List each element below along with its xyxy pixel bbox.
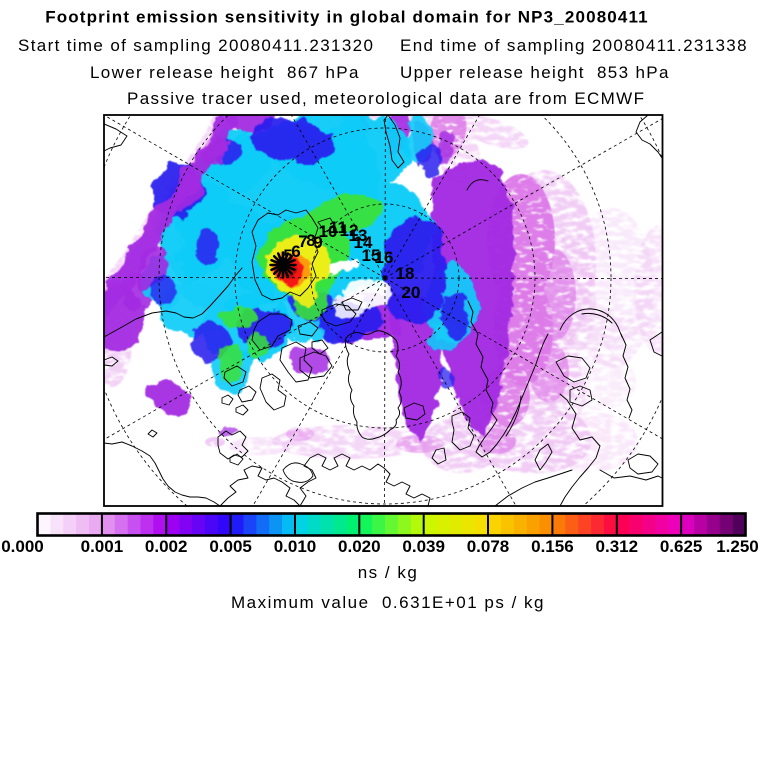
svg-text:0.039: 0.039 [402, 537, 445, 556]
svg-text:18: 18 [396, 264, 415, 283]
svg-text:20: 20 [402, 283, 421, 302]
svg-text:11: 11 [329, 218, 347, 237]
svg-text:14: 14 [354, 233, 373, 252]
svg-text:Passive tracer used, meteorolo: Passive tracer used, meteorological data… [127, 89, 645, 108]
svg-text:0.312: 0.312 [596, 537, 639, 556]
svg-text:13: 13 [349, 226, 368, 245]
svg-text:0.002: 0.002 [145, 537, 188, 556]
svg-text:0.078: 0.078 [467, 537, 510, 556]
svg-text:Maximum value 0.631E+01 ps /: Maximum value 0.631E+01 ps / kg [231, 593, 545, 612]
svg-text:0.005: 0.005 [209, 537, 252, 556]
svg-text:7: 7 [298, 232, 307, 251]
svg-text:Lower release height 867 hPa: Lower release height 867 hPa [90, 63, 360, 82]
svg-text:0.020: 0.020 [338, 537, 381, 556]
svg-text:16: 16 [375, 248, 394, 267]
svg-text:Upper release height 853 hPa: Upper release height 853 hPa [400, 63, 670, 82]
svg-text:0.001: 0.001 [81, 537, 124, 556]
svg-text:0.000: 0.000 [1, 537, 44, 556]
svg-text:0.625: 0.625 [660, 537, 703, 556]
svg-text:Footprint emission sensitivity: Footprint emission sensitivity in global… [45, 8, 649, 27]
svg-text:Start time of sampling 2008041: Start time of sampling 20080411.231320 [18, 36, 374, 55]
svg-text:15: 15 [362, 246, 381, 265]
svg-text:6: 6 [291, 242, 300, 261]
svg-text:End time of sampling 20080411.: End time of sampling 20080411.231338 [400, 36, 748, 55]
svg-text:12: 12 [340, 221, 359, 240]
svg-text:ns / kg: ns / kg [358, 563, 419, 582]
svg-text:9: 9 [313, 233, 322, 252]
svg-text:10: 10 [319, 222, 338, 241]
svg-text:0.156: 0.156 [531, 537, 574, 556]
svg-text:8: 8 [306, 231, 315, 250]
svg-text:0.010: 0.010 [274, 537, 317, 556]
svg-text:1.250: 1.250 [716, 537, 759, 556]
